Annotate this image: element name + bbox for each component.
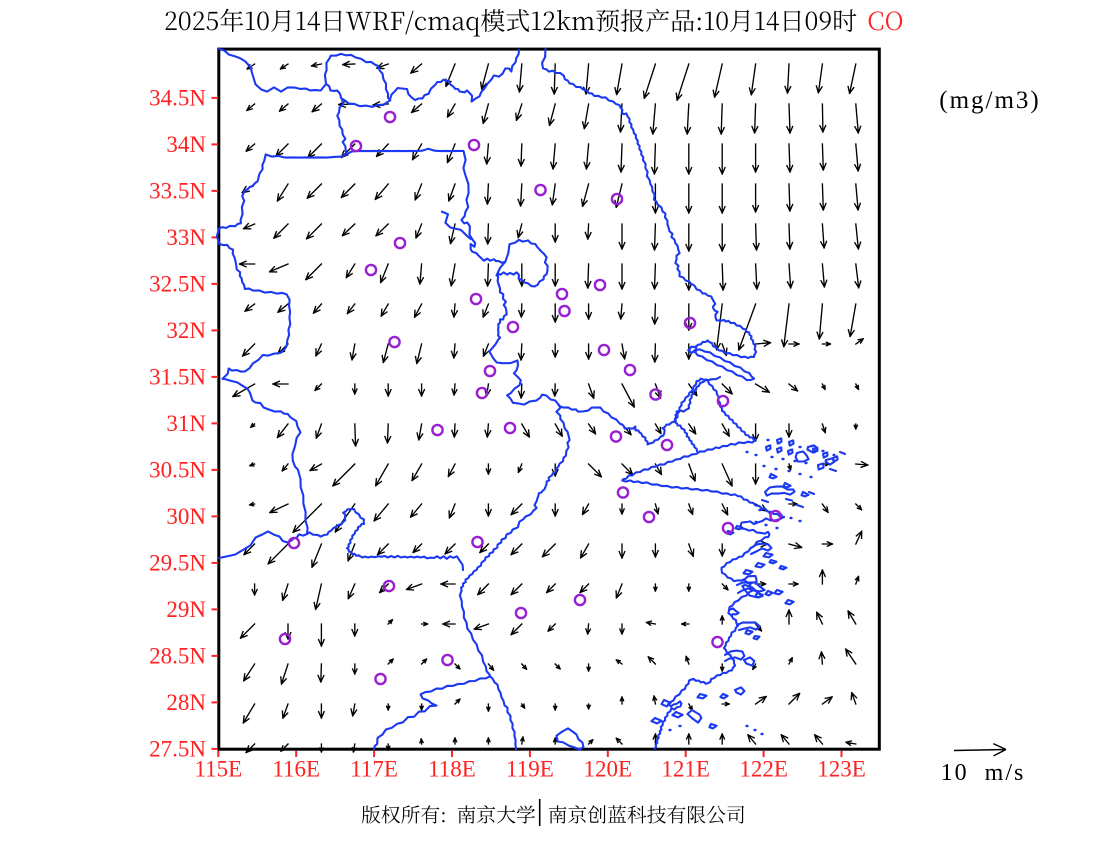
svg-text:31.5N: 31.5N — [149, 364, 206, 389]
svg-text:(mg/m3): (mg/m3) — [939, 87, 1041, 114]
svg-text:27.5N: 27.5N — [149, 736, 206, 761]
svg-text:33.5N: 33.5N — [149, 178, 206, 203]
svg-text:31N: 31N — [166, 411, 206, 436]
svg-text:123E: 123E — [817, 757, 866, 782]
svg-text:28.5N: 28.5N — [149, 643, 206, 668]
svg-text:119E: 119E — [506, 757, 554, 782]
svg-text:33N: 33N — [166, 225, 206, 250]
svg-text:32N: 32N — [166, 318, 206, 343]
svg-text:117E: 117E — [350, 757, 398, 782]
svg-text:32.5N: 32.5N — [149, 271, 206, 296]
svg-text:122E: 122E — [739, 757, 788, 782]
svg-text:120E: 120E — [584, 757, 633, 782]
svg-text:116E: 116E — [272, 757, 320, 782]
svg-text:118E: 118E — [428, 757, 476, 782]
svg-text:30.5N: 30.5N — [149, 457, 206, 482]
svg-text:30N: 30N — [166, 504, 206, 529]
svg-text:28N: 28N — [166, 690, 206, 715]
svg-text:115E: 115E — [194, 757, 242, 782]
svg-text:34N: 34N — [166, 132, 206, 157]
svg-text:34.5N: 34.5N — [149, 85, 206, 110]
svg-text:121E: 121E — [661, 757, 710, 782]
svg-text:29.5N: 29.5N — [149, 550, 206, 575]
svg-text:10 m/s: 10 m/s — [941, 760, 1026, 786]
svg-text:29N: 29N — [166, 597, 206, 622]
